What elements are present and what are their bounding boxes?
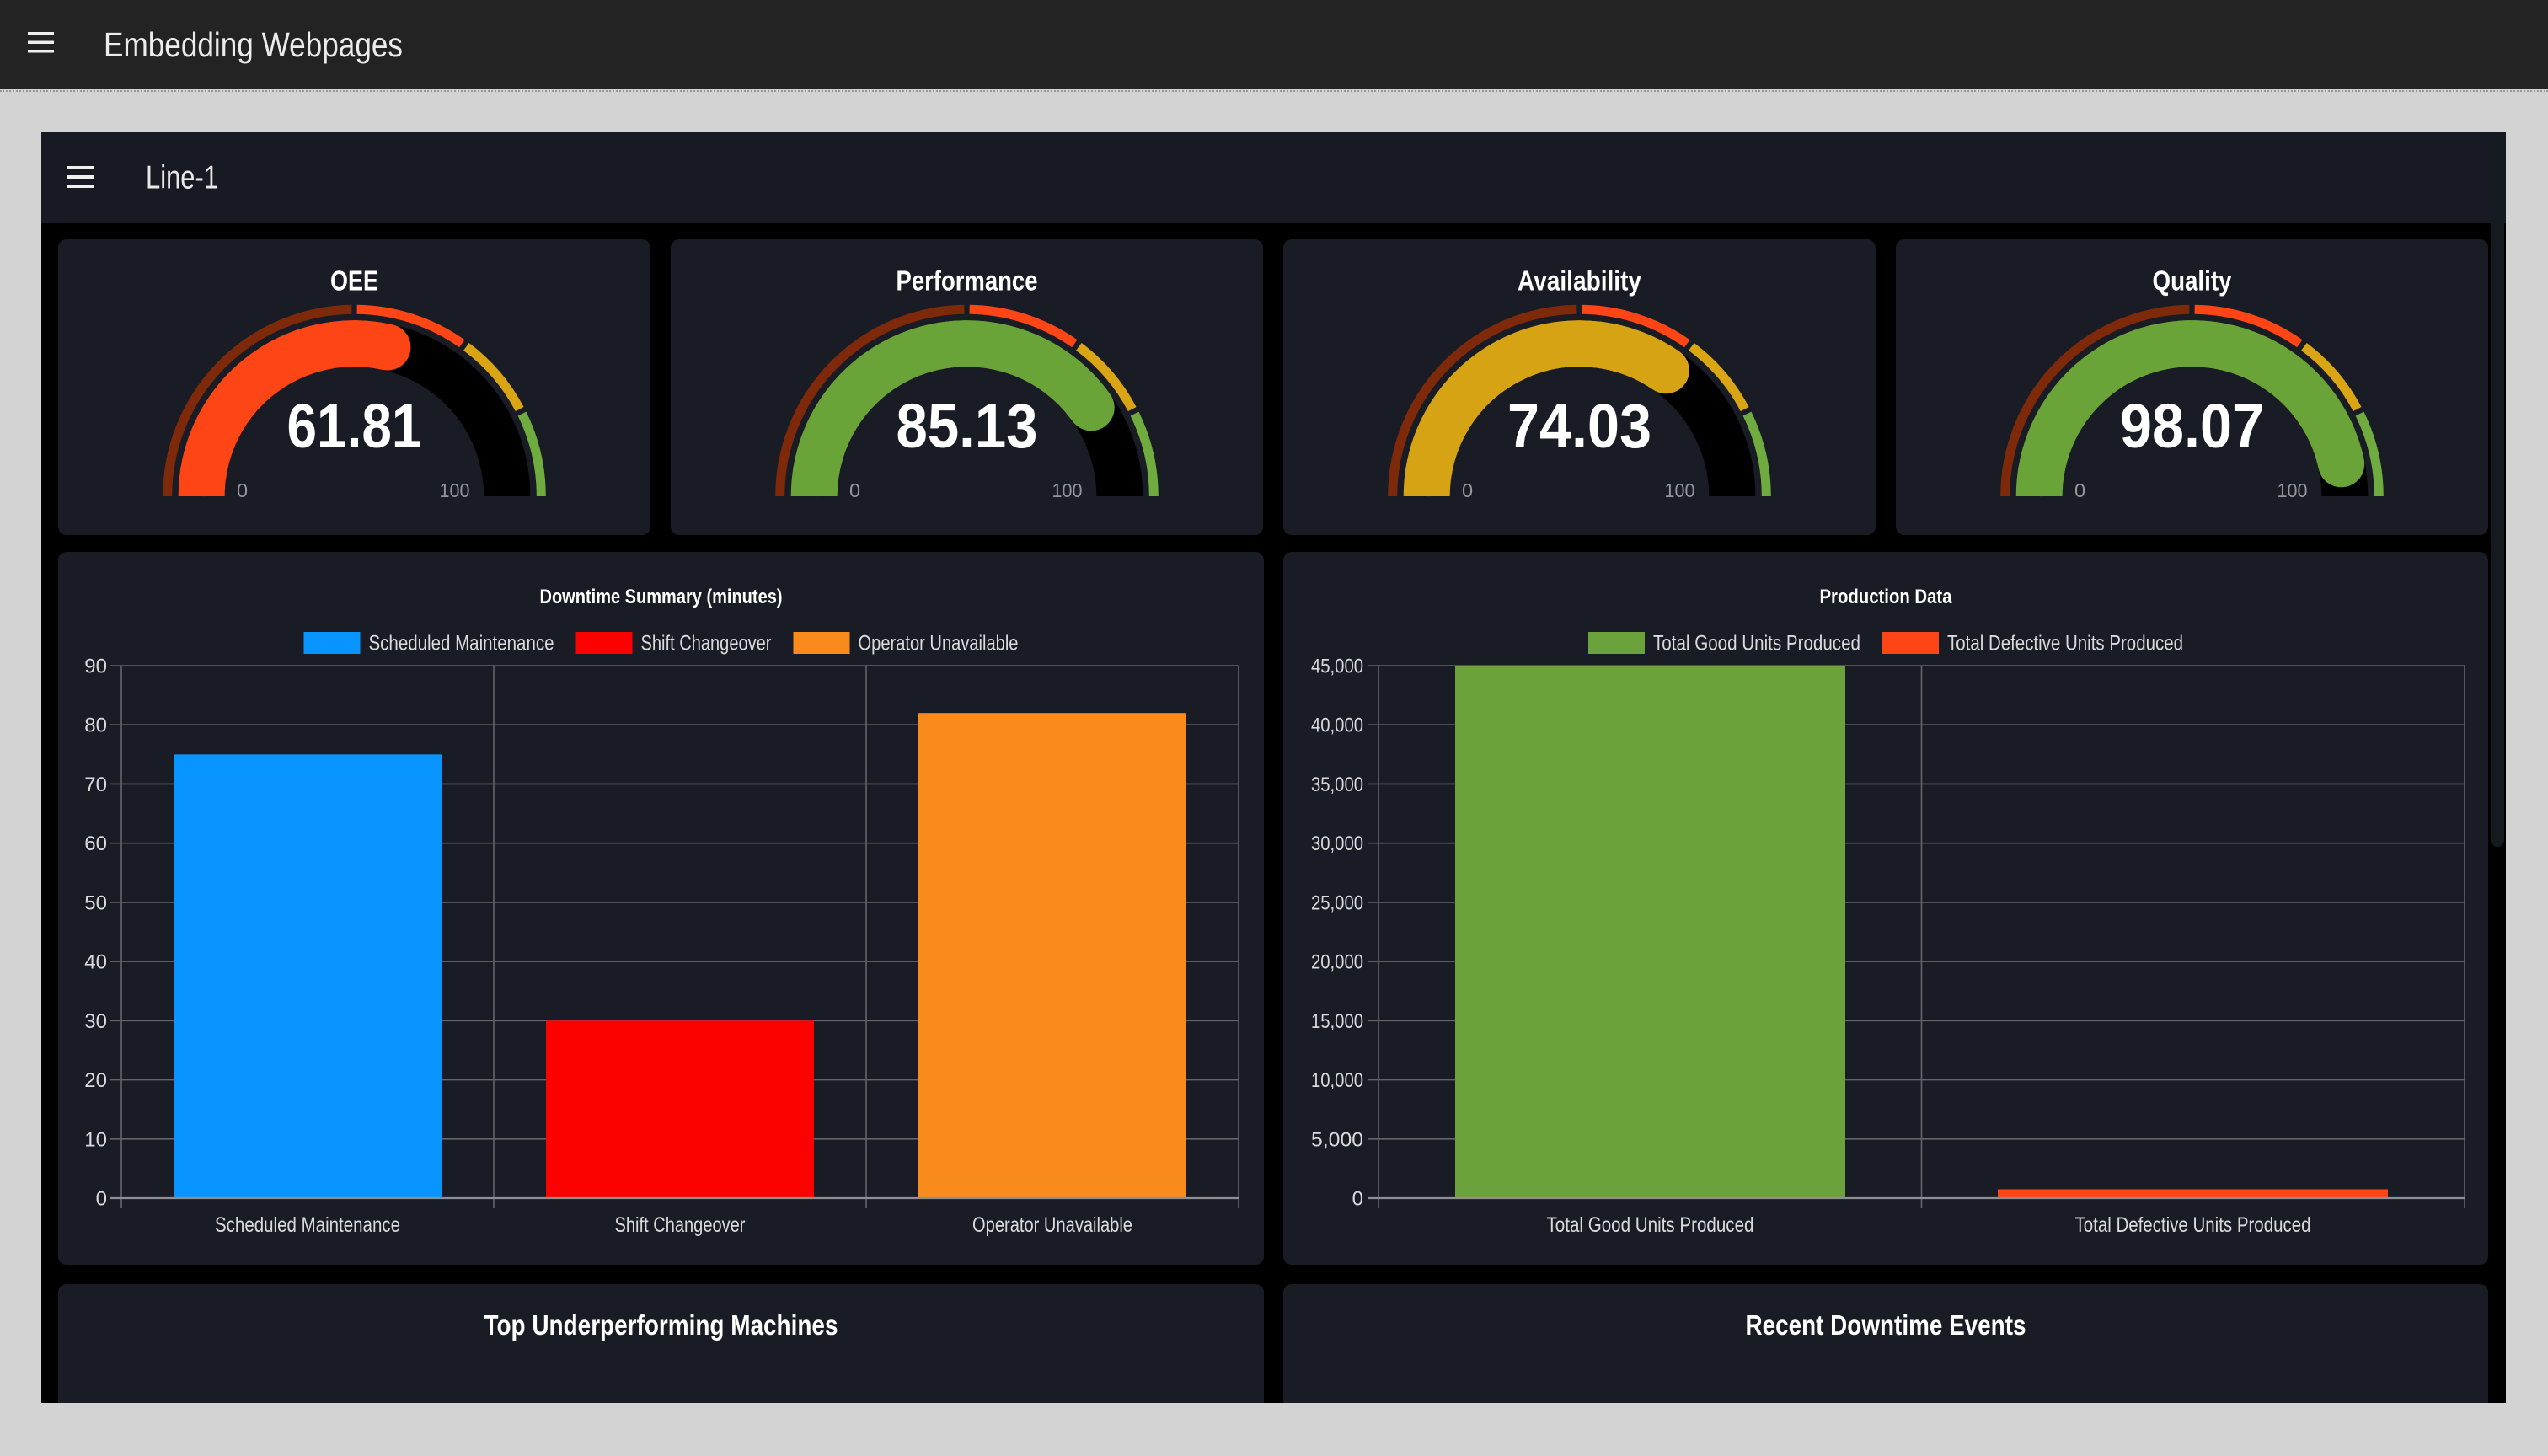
svg-text:Total Defective Units Produced: Total Defective Units Produced bbox=[1947, 632, 2183, 656]
svg-text:0: 0 bbox=[237, 479, 248, 501]
svg-text:Total Defective Units Produced: Total Defective Units Produced bbox=[2075, 1213, 2311, 1237]
svg-text:Shift Changeover: Shift Changeover bbox=[615, 1213, 746, 1237]
svg-text:25,000: 25,000 bbox=[1311, 891, 1363, 914]
svg-text:Operator Unavailable: Operator Unavailable bbox=[972, 1213, 1132, 1237]
svg-text:80: 80 bbox=[84, 715, 107, 737]
svg-text:Recent Downtime Events: Recent Downtime Events bbox=[1746, 1309, 2026, 1341]
svg-text:Production Data: Production Data bbox=[1820, 586, 1953, 608]
svg-text:OEE: OEE bbox=[330, 265, 378, 297]
svg-text:45,000: 45,000 bbox=[1311, 656, 1363, 678]
svg-text:15,000: 15,000 bbox=[1311, 1010, 1363, 1033]
svg-text:Operator Unavailable: Operator Unavailable bbox=[859, 632, 1019, 656]
svg-text:0: 0 bbox=[2074, 479, 2085, 501]
svg-text:30,000: 30,000 bbox=[1311, 832, 1363, 855]
svg-text:90: 90 bbox=[84, 656, 107, 678]
svg-text:40,000: 40,000 bbox=[1311, 715, 1363, 737]
svg-text:0: 0 bbox=[849, 479, 860, 501]
svg-text:50: 50 bbox=[84, 891, 107, 914]
svg-text:Availability: Availability bbox=[1518, 265, 1642, 297]
svg-text:Top Underperforming Machines: Top Underperforming Machines bbox=[484, 1309, 838, 1341]
svg-text:0: 0 bbox=[96, 1188, 107, 1211]
svg-text:Embedding Webpages: Embedding Webpages bbox=[104, 25, 403, 64]
svg-text:Downtime Summary (minutes): Downtime Summary (minutes) bbox=[540, 586, 783, 608]
svg-text:30: 30 bbox=[84, 1010, 107, 1033]
svg-text:85.13: 85.13 bbox=[897, 391, 1038, 461]
svg-text:61.81: 61.81 bbox=[287, 391, 422, 461]
svg-text:100: 100 bbox=[440, 479, 470, 501]
svg-text:5,000: 5,000 bbox=[1311, 1128, 1363, 1151]
svg-text:Total Good Units Produced: Total Good Units Produced bbox=[1547, 1213, 1754, 1237]
svg-text:Total Good Units Produced: Total Good Units Produced bbox=[1653, 632, 1860, 656]
svg-text:35,000: 35,000 bbox=[1311, 774, 1363, 796]
svg-text:Scheduled Maintenance: Scheduled Maintenance bbox=[215, 1213, 400, 1237]
svg-text:Scheduled Maintenance: Scheduled Maintenance bbox=[369, 632, 554, 656]
svg-text:20,000: 20,000 bbox=[1311, 951, 1363, 974]
svg-text:74.03: 74.03 bbox=[1507, 391, 1651, 461]
svg-text:Line-1: Line-1 bbox=[146, 160, 218, 196]
svg-text:Performance: Performance bbox=[897, 265, 1038, 297]
svg-text:0: 0 bbox=[1462, 479, 1473, 501]
svg-text:Shift Changeover: Shift Changeover bbox=[641, 632, 772, 656]
svg-text:10,000: 10,000 bbox=[1311, 1069, 1363, 1092]
svg-text:100: 100 bbox=[1665, 479, 1695, 501]
svg-text:20: 20 bbox=[84, 1069, 107, 1092]
svg-text:60: 60 bbox=[84, 832, 107, 855]
svg-text:40: 40 bbox=[84, 951, 107, 974]
svg-text:10: 10 bbox=[84, 1128, 107, 1151]
svg-text:0: 0 bbox=[1352, 1188, 1363, 1211]
svg-text:98.07: 98.07 bbox=[2120, 391, 2264, 461]
svg-text:100: 100 bbox=[1052, 479, 1083, 501]
svg-text:Quality: Quality bbox=[2153, 265, 2233, 297]
svg-text:70: 70 bbox=[84, 774, 107, 796]
svg-text:100: 100 bbox=[2278, 479, 2308, 501]
